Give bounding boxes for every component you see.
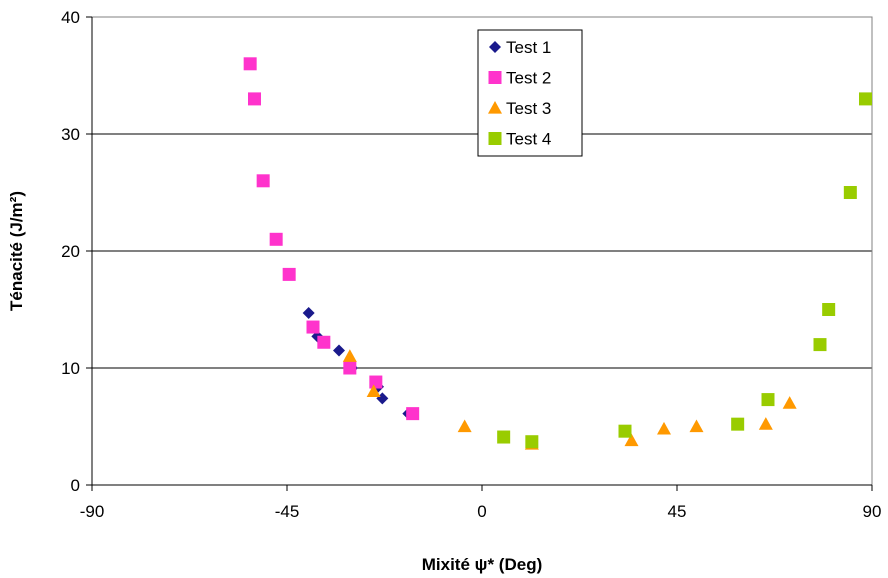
data-point bbox=[689, 419, 704, 433]
series-2 bbox=[243, 57, 420, 421]
legend: Test 1 Test 2 Test 3 Test 4 bbox=[477, 29, 583, 157]
x-tick-label: -90 bbox=[80, 502, 105, 521]
x-tick-label: 45 bbox=[668, 502, 687, 521]
data-point bbox=[859, 92, 872, 106]
y-tick-label: 0 bbox=[71, 476, 80, 495]
data-point bbox=[306, 320, 320, 334]
data-point bbox=[758, 417, 773, 430]
data-points bbox=[243, 57, 872, 450]
y-axis: 0 10 20 30 40 bbox=[61, 8, 93, 495]
data-point bbox=[782, 396, 797, 409]
legend-label: Test 2 bbox=[506, 69, 551, 88]
data-point bbox=[731, 417, 745, 431]
data-point bbox=[843, 186, 857, 199]
legend-marker bbox=[488, 71, 502, 84]
gridlines bbox=[92, 133, 872, 369]
data-point bbox=[525, 435, 539, 449]
data-point bbox=[317, 335, 331, 349]
series-3 bbox=[342, 349, 797, 450]
legend-label: Test 3 bbox=[506, 99, 551, 118]
y-tick-label: 20 bbox=[61, 242, 80, 261]
data-point bbox=[256, 174, 270, 188]
data-point bbox=[657, 421, 671, 435]
data-point bbox=[618, 424, 632, 438]
data-point bbox=[761, 393, 775, 407]
y-tick-label: 30 bbox=[61, 125, 80, 144]
y-axis-title: Ténacité (J/m²) bbox=[7, 191, 26, 311]
legend-label: Test 4 bbox=[506, 130, 551, 149]
data-point bbox=[243, 57, 257, 71]
data-point bbox=[302, 307, 315, 320]
x-tick-label: 0 bbox=[477, 502, 486, 521]
y-tick-label: 40 bbox=[61, 8, 80, 27]
data-point bbox=[406, 407, 420, 421]
data-point bbox=[342, 349, 357, 362]
data-point bbox=[497, 430, 511, 444]
data-point bbox=[822, 303, 836, 316]
y-tick-label: 10 bbox=[61, 359, 80, 378]
legend-marker bbox=[488, 101, 502, 114]
series-4 bbox=[497, 92, 872, 449]
data-point bbox=[282, 267, 296, 281]
data-point bbox=[343, 361, 357, 375]
data-point bbox=[457, 419, 472, 433]
legend-label: Test 1 bbox=[506, 38, 551, 57]
data-point bbox=[366, 384, 381, 397]
data-point bbox=[269, 232, 283, 246]
x-axis-title: Mixité ψ* (Deg) bbox=[422, 555, 543, 574]
data-point bbox=[248, 92, 261, 106]
data-point bbox=[813, 338, 827, 352]
data-point bbox=[369, 375, 383, 389]
data-point bbox=[333, 344, 345, 357]
legend-marker bbox=[488, 132, 502, 145]
legend-marker bbox=[489, 41, 501, 53]
x-axis: -90 -45 0 45 90 bbox=[80, 484, 882, 521]
x-tick-label: -45 bbox=[275, 502, 300, 521]
x-tick-label: 90 bbox=[863, 502, 882, 521]
data-point bbox=[624, 433, 639, 447]
